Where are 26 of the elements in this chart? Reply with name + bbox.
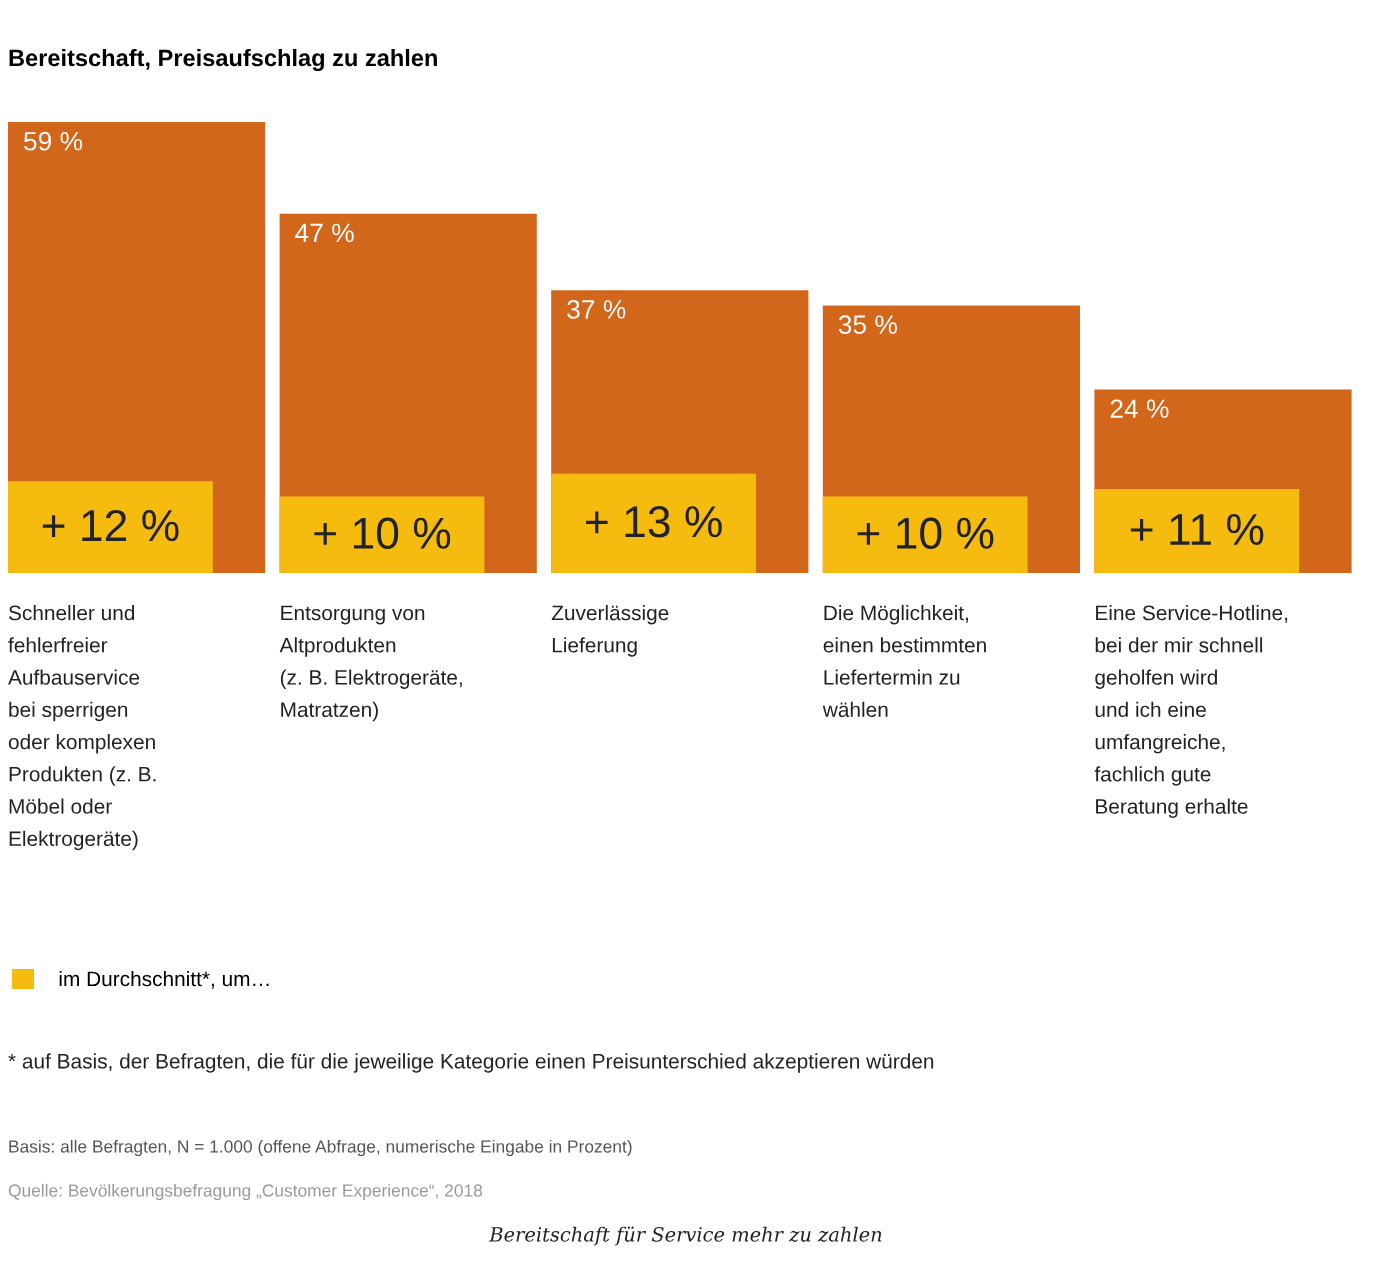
x-tick-label: Schneller und fehlerfreier Aufbauservice bei sperrigen oder komplexen Produkten (z. B. Möbel oder Elektrogeräte) [8, 605, 156, 851]
x-tick-label: Zuverlässige Lieferung [551, 605, 669, 657]
data-label: 59 % [23, 131, 83, 151]
data-label: 47 % [295, 223, 354, 243]
x-tick-label: Eine Service-Hotline, bei der mir schnell geholfen wird und ich eine umfangreiche, fachlich gute Beratung erhalte [1094, 605, 1288, 818]
bar [279, 496, 485, 573]
text: * auf Basis, der Befragten, die für die jeweilige Kategorie einen Preisunterschied akzeptieren würden [8, 1053, 934, 1073]
data-label: + 10 % [314, 517, 451, 549]
x-tick-label: Entsorgung von Altprodukten (z. B. Elektrogeräte, Matratzen) [279, 605, 462, 722]
x-tick-label: Die Möglichkeit, einen bestimmten Liefertermin zu wählen [822, 605, 986, 718]
data-label: + 10 % [857, 517, 994, 549]
bar [551, 473, 756, 573]
text: Basis: alle Befragten, N = 1.000 (offene Abfrage, numerische Eingabe in Prozent) [9, 1139, 632, 1157]
bar [1094, 488, 1300, 573]
data-label: + 11 % [1130, 513, 1264, 546]
chart-title: Bereitschaft, Preisaufschlag zu zahlen [9, 48, 437, 72]
data-label: + 12 % [42, 509, 179, 542]
text: Bereitschaft für Service mehr zu zahlen [489, 1226, 882, 1246]
source-note: Quelle: Bevölkerungsbefragung „Customer Experience“, 2018 [8, 1183, 483, 1201]
data-label: 37 % [567, 300, 626, 319]
data-label: 35 % [838, 315, 897, 335]
data-label: 24 % [1110, 399, 1169, 418]
bar [822, 496, 1028, 573]
data-label: + 13 % [585, 506, 722, 538]
legend-label: im Durchschnitt*, um… [59, 970, 269, 989]
bar [8, 481, 213, 573]
